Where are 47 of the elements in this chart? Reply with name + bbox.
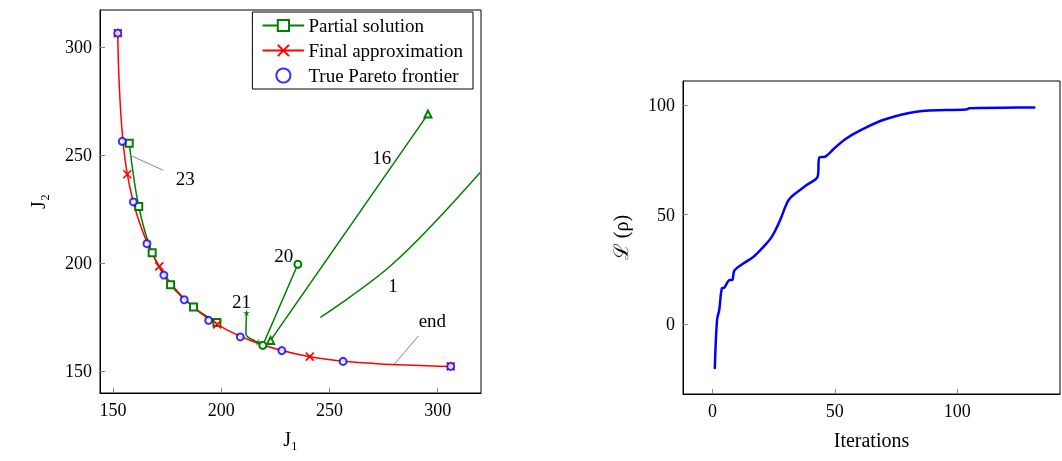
y-axis-title: ℒ (ρ)	[610, 214, 633, 261]
y-tick-label: 300	[65, 36, 92, 57]
point	[124, 138, 134, 148]
line-series	[713, 106, 1036, 370]
point	[147, 248, 157, 258]
x-tick-label: 0	[707, 401, 717, 421]
point	[189, 302, 199, 312]
point	[159, 270, 169, 280]
point	[142, 239, 152, 249]
point	[235, 332, 245, 342]
legend-label: Final approximation	[308, 40, 464, 61]
annotation: 23	[175, 167, 195, 189]
x-tick-label: 200	[207, 400, 235, 420]
y-tick-label: 0	[666, 313, 675, 334]
annotation: 1	[388, 275, 398, 297]
annotation: 20	[274, 244, 294, 266]
y-axis-title: J₂	[27, 194, 49, 209]
point	[154, 261, 165, 272]
x-axis-title: J₁	[283, 428, 298, 450]
y-tick-label: 250	[65, 144, 92, 165]
x-tick-label: 150	[99, 400, 127, 420]
annotation: 16	[372, 147, 392, 169]
point	[277, 346, 287, 356]
point	[258, 340, 268, 350]
point	[304, 351, 315, 362]
point	[293, 259, 303, 269]
legend-label: True Pareto frontier	[308, 65, 460, 86]
point	[204, 315, 214, 325]
point	[128, 197, 138, 207]
point	[254, 338, 262, 346]
x-axis-title: Iterations	[833, 429, 910, 451]
y-tick-label: 100	[648, 95, 675, 116]
point	[122, 169, 133, 180]
point	[117, 136, 127, 146]
y-tick-label: 50	[657, 204, 675, 225]
annotation: 21	[232, 291, 252, 313]
annotation: end	[418, 309, 447, 331]
x-tick-label: 250	[315, 400, 343, 420]
y-tick-label: 200	[65, 253, 92, 274]
legend-label: Partial solution	[308, 15, 425, 36]
x-tick-label: 300	[424, 400, 452, 420]
point	[179, 295, 189, 305]
y-tick-label: 150	[65, 361, 92, 382]
point	[166, 280, 176, 290]
x-tick-label: 50	[825, 401, 844, 421]
point	[338, 356, 348, 366]
x-tick-label: 100	[943, 401, 971, 421]
